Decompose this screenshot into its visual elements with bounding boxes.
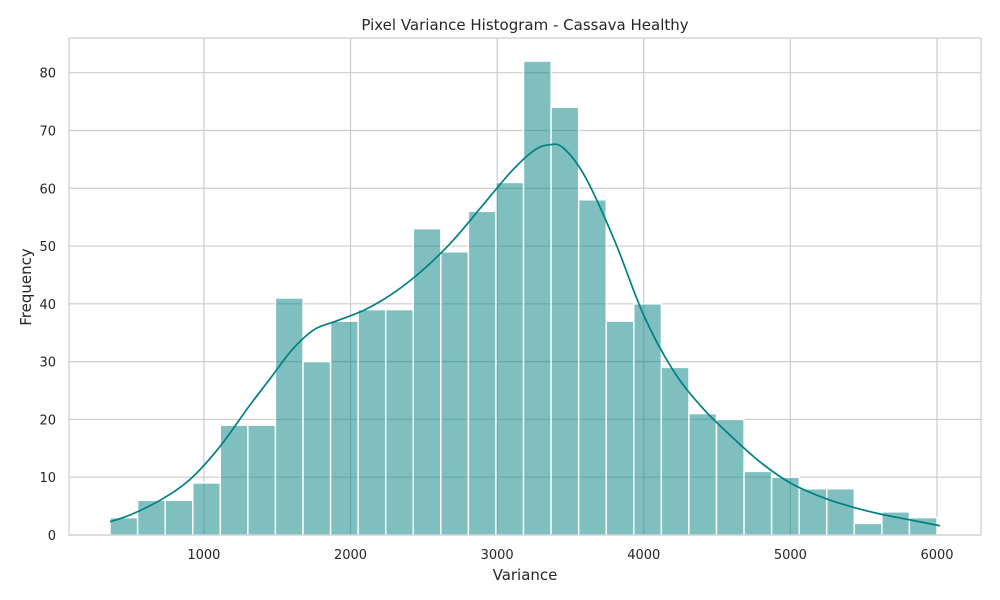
x-tick-label: 5000: [774, 548, 807, 563]
histogram-bar: [550, 106, 580, 536]
histogram-bar: [853, 522, 883, 536]
y-tick-label: 80: [39, 67, 56, 82]
histogram-bar: [302, 360, 332, 536]
x-tick-labels: 1000 2000 3000 4000 5000 6000: [187, 548, 953, 563]
x-axis-label: Variance: [493, 566, 558, 584]
histogram-bar: [329, 320, 359, 536]
y-tick-label: 20: [39, 413, 56, 428]
x-tick-label: 1000: [187, 548, 220, 563]
histogram-bar: [826, 488, 856, 536]
x-tick-label: 3000: [481, 548, 514, 563]
histogram-bar: [274, 297, 304, 536]
x-tick-label: 2000: [334, 548, 367, 563]
histogram-bar: [164, 499, 194, 536]
histogram-bar: [192, 482, 222, 536]
histogram-bar: [219, 424, 249, 536]
x-tick-label: 4000: [627, 548, 660, 563]
histogram-bar: [385, 308, 414, 536]
histogram-bar: [660, 366, 690, 536]
y-tick-label: 60: [39, 182, 56, 197]
histogram-bar: [247, 424, 277, 536]
histogram-bar: [605, 320, 635, 536]
chart-title: Pixel Variance Histogram - Cassava Healt…: [361, 16, 688, 34]
histogram-bar: [495, 181, 525, 536]
y-tick-label: 10: [39, 471, 56, 486]
histogram-bar: [467, 210, 497, 536]
x-tick-label: 6000: [920, 548, 953, 563]
y-tick-label: 30: [39, 356, 56, 371]
histogram-bars: [109, 60, 938, 536]
y-tick-label: 0: [48, 529, 56, 544]
histogram-bar: [743, 470, 773, 536]
histogram-bar: [522, 60, 552, 536]
histogram-bar: [798, 488, 828, 536]
kde-curve: [109, 143, 941, 527]
histogram-bar: [770, 476, 800, 536]
histogram-bar: [357, 308, 387, 536]
y-tick-label: 70: [39, 124, 56, 139]
y-tick-label: 50: [39, 240, 56, 255]
histogram-bar: [577, 199, 607, 536]
y-axis-label: Frequency: [17, 248, 35, 326]
histogram-bar: [688, 412, 718, 536]
histogram-bar: [633, 303, 663, 536]
y-tick-label: 40: [39, 298, 56, 313]
y-tick-labels: 0 10 20 30 40 50 60 70 80: [39, 67, 56, 544]
histogram-bar: [715, 418, 745, 536]
histogram-bar: [440, 251, 470, 536]
plot-frame: [68, 37, 982, 536]
